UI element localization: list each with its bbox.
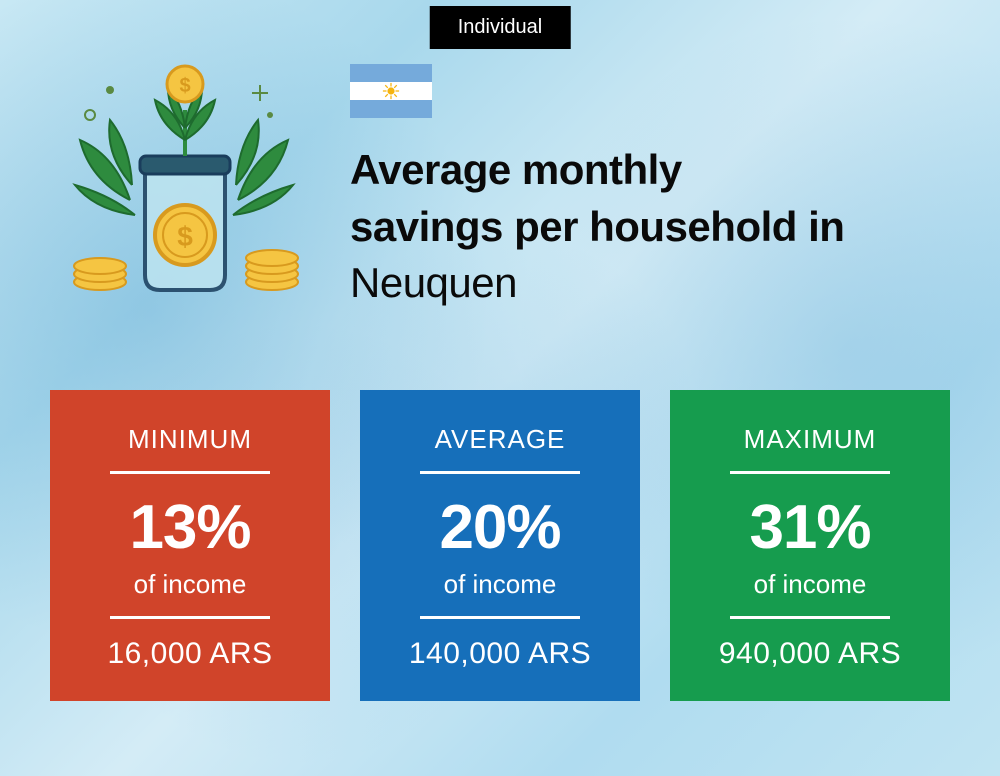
top-coin: $ [167, 66, 203, 102]
card-label: MINIMUM [128, 424, 252, 455]
coin-stack-right [246, 250, 298, 290]
card-average: AVERAGE 20% of income 140,000 ARS [360, 390, 640, 701]
card-minimum: MINIMUM 13% of income 16,000 ARS [50, 390, 330, 701]
card-sub: of income [134, 569, 247, 600]
card-percent: 13% [129, 492, 250, 563]
card-amount: 940,000 ARS [719, 637, 901, 671]
card-divider [110, 616, 270, 619]
header: $ $ [60, 60, 940, 312]
sparkle-star [252, 85, 268, 101]
flag-stripe-top [350, 64, 432, 82]
category-badge: Individual [430, 6, 571, 49]
card-divider [730, 616, 890, 619]
savings-illustration: $ $ [60, 60, 310, 310]
leaves-right [233, 120, 293, 215]
card-divider [420, 471, 580, 474]
card-divider [420, 616, 580, 619]
svg-text:$: $ [179, 75, 190, 97]
card-divider [110, 471, 270, 474]
coin-stack-left [74, 258, 126, 290]
flag-stripe-bottom [350, 100, 432, 118]
page-title: Average monthly savings per household in… [350, 142, 940, 312]
card-amount: 140,000 ARS [409, 637, 591, 671]
argentina-flag-icon [350, 64, 432, 118]
card-label: MAXIMUM [744, 424, 877, 455]
card-divider [730, 471, 890, 474]
title-line-2: savings per household in [350, 203, 844, 250]
sparkle-ring [85, 110, 95, 120]
sparkle [267, 112, 273, 118]
title-area: Average monthly savings per household in… [350, 60, 940, 312]
sparkle [106, 86, 114, 94]
card-percent: 20% [439, 492, 560, 563]
svg-text:$: $ [177, 221, 193, 252]
card-percent: 31% [749, 492, 870, 563]
stat-cards: MINIMUM 13% of income 16,000 ARS AVERAGE… [50, 390, 950, 701]
leaves-left [75, 120, 135, 215]
jar-coin: $ [155, 205, 215, 265]
card-sub: of income [444, 569, 557, 600]
flag-sun-icon [382, 82, 400, 100]
card-amount: 16,000 ARS [107, 637, 272, 671]
title-line-1: Average monthly [350, 146, 682, 193]
card-sub: of income [754, 569, 867, 600]
title-location: Neuquen [350, 259, 517, 306]
card-maximum: MAXIMUM 31% of income 940,000 ARS [670, 390, 950, 701]
card-label: AVERAGE [435, 424, 566, 455]
